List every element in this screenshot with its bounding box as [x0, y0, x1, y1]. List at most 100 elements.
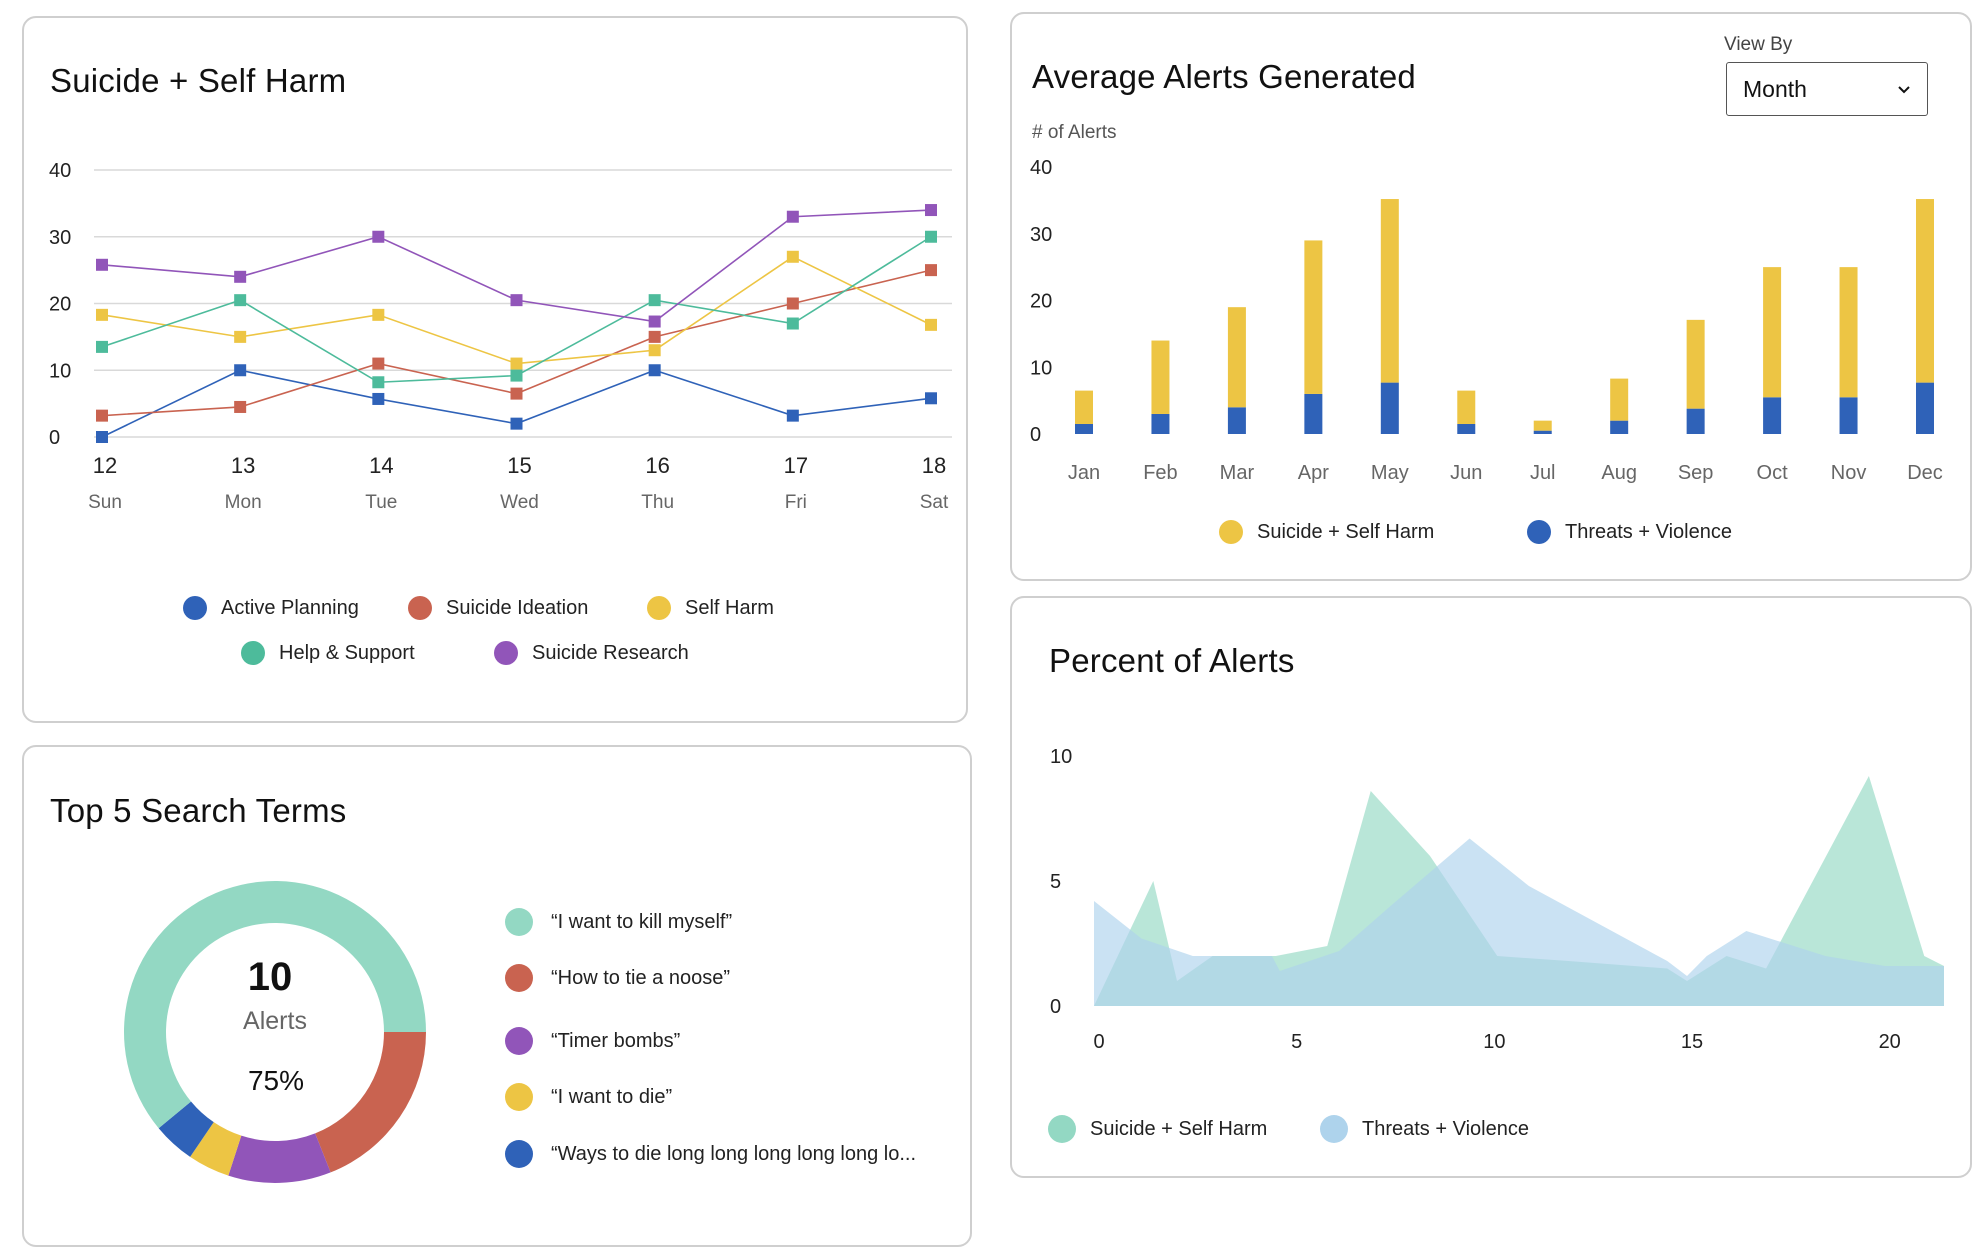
donut-slice	[190, 1122, 242, 1176]
x-tick-sublabel: Thu	[641, 492, 674, 513]
bar-segment	[1610, 378, 1629, 421]
data-point	[372, 376, 385, 389]
x-tick-label: 15	[1681, 1031, 1703, 1053]
y-tick-label: 0	[49, 427, 60, 449]
area-series	[1094, 838, 1944, 1006]
legend-dot-icon	[241, 641, 265, 665]
donut-center-value: 10	[247, 955, 293, 999]
list-item[interactable]: “I want to die”	[505, 1083, 672, 1111]
x-tick-label: Aug	[1601, 462, 1637, 484]
donut-center-label: Alerts	[243, 1007, 307, 1035]
list-item[interactable]: “I want to kill myself”	[505, 908, 732, 936]
donut-slice	[315, 1032, 426, 1173]
bar-segment	[1763, 267, 1782, 398]
x-tick-label: Sep	[1678, 462, 1714, 484]
data-point	[925, 264, 937, 277]
legend-dot-icon	[1527, 520, 1551, 544]
data-point	[786, 409, 799, 422]
legend-threats-violence[interactable]: Threats + Violence	[1527, 520, 1732, 544]
x-tick-label: 13	[231, 453, 255, 478]
x-tick-sublabel: Sat	[920, 492, 949, 513]
bar-segment	[1227, 407, 1246, 434]
legend-label: Self Harm	[685, 596, 774, 619]
term-label: “I want to kill myself”	[551, 910, 733, 933]
legend-suicide-research[interactable]: Suicide Research	[494, 641, 689, 665]
bar-segment	[1380, 382, 1399, 434]
legend-area-threats-violence[interactable]: Threats + Violence	[1320, 1115, 1529, 1143]
x-tick-label: Feb	[1143, 462, 1177, 484]
data-point	[96, 340, 108, 353]
data-point	[372, 308, 385, 321]
legend-dot-icon	[494, 641, 518, 665]
x-tick-sublabel: Tue	[365, 492, 397, 513]
donut-slice	[158, 1101, 214, 1157]
line-chart: 0 10 20 30 40 12 Sun 13 Mon 14 Tue 15 Wed 16 Thu 17 Fri 1…	[49, 160, 952, 513]
bar-segment	[1686, 319, 1705, 409]
data-point	[234, 364, 247, 377]
y-tick-label: 40	[1030, 157, 1052, 179]
data-point	[510, 387, 523, 400]
x-tick-label: 16	[645, 453, 669, 478]
data-point	[510, 369, 523, 382]
x-tick-label: Oct	[1757, 462, 1789, 484]
data-point	[372, 357, 385, 370]
legend-dot-icon	[408, 596, 432, 620]
y-tick-label: 30	[1030, 224, 1052, 246]
data-point	[925, 318, 937, 331]
term-dot-icon	[505, 908, 533, 936]
bar-segment	[1916, 382, 1934, 434]
bar-segment	[1839, 397, 1858, 434]
data-point	[96, 431, 108, 443]
term-dot-icon	[505, 1083, 533, 1111]
y-tick-label: 20	[49, 294, 71, 316]
legend-dot-icon	[1320, 1115, 1348, 1143]
data-point	[786, 317, 799, 330]
term-dot-icon	[505, 964, 533, 992]
data-point	[648, 344, 661, 357]
data-point	[786, 297, 799, 310]
legend-self-harm[interactable]: Self Harm	[647, 596, 774, 620]
y-tick-label: 5	[1050, 871, 1061, 893]
x-tick-label: Jun	[1450, 462, 1482, 484]
y-tick-label: 0	[1030, 424, 1041, 446]
legend-suicide-ideation[interactable]: Suicide Ideation	[408, 596, 588, 620]
legend-area-suicide-self-harm[interactable]: Suicide + Self Harm	[1048, 1115, 1267, 1143]
x-tick-sublabel: Wed	[500, 492, 539, 513]
x-tick-label: Apr	[1298, 462, 1329, 484]
x-tick-label: 5	[1291, 1031, 1302, 1053]
legend-active-planning[interactable]: Active Planning	[183, 596, 359, 620]
bar-segment	[1151, 340, 1170, 414]
legend-help-support[interactable]: Help & Support	[241, 641, 415, 665]
x-tick-label: 12	[93, 453, 117, 478]
legend-dot-icon	[647, 596, 671, 620]
term-label: “Ways to die long long long long long lo…	[551, 1142, 917, 1165]
y-tick-label: 10	[1050, 746, 1072, 768]
bar-segment	[1533, 430, 1552, 434]
list-item[interactable]: “Ways to die long long long long long lo…	[505, 1140, 916, 1168]
legend-suicide-self-harm[interactable]: Suicide + Self Harm	[1219, 520, 1434, 544]
x-tick-label: Nov	[1831, 462, 1867, 484]
bar-segment	[1839, 267, 1858, 398]
view-by-label: View By	[1724, 34, 1793, 55]
bar-segment	[1916, 199, 1934, 383]
x-tick-label: Jul	[1530, 462, 1556, 484]
view-by-value: Month	[1743, 75, 1807, 102]
view-by-select[interactable]: Month	[1726, 62, 1928, 116]
list-item[interactable]: “How to tie a noose”	[505, 964, 730, 992]
data-point	[510, 417, 523, 430]
data-point	[234, 330, 247, 343]
bar-segment	[1610, 420, 1629, 434]
bar-segment	[1380, 199, 1399, 383]
x-tick-label: Mar	[1220, 462, 1255, 484]
x-tick-label: May	[1371, 462, 1409, 484]
x-tick-label: 14	[369, 453, 393, 478]
legend-label: Help & Support	[279, 641, 415, 664]
list-item[interactable]: “Timer bombs”	[505, 1027, 680, 1055]
term-label: “Timer bombs”	[551, 1029, 681, 1052]
donut-slice	[228, 1133, 331, 1183]
term-label: “I want to die”	[551, 1085, 673, 1108]
x-tick-label: Jan	[1068, 462, 1100, 484]
legend-dot-icon	[183, 596, 207, 620]
legend-dot-icon	[1219, 520, 1243, 544]
bar-segment	[1457, 423, 1476, 434]
